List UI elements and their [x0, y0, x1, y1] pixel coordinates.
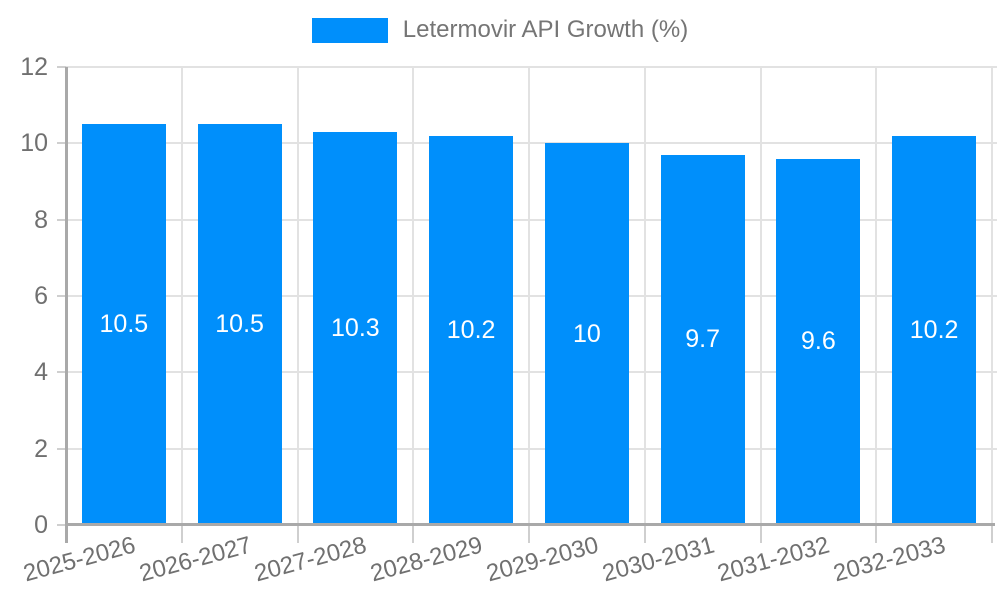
y-axis-tick [57, 524, 66, 526]
x-axis-tick [643, 525, 646, 543]
gridline-vertical [412, 67, 415, 525]
legend-label: Letermovir API Growth (%) [402, 16, 689, 43]
bar-value-label: 10.2 [909, 315, 959, 344]
bar-2028-2029[interactable]: 10.2 [429, 135, 514, 525]
plot-area: 0 2 4 6 8 10 12 10.5 10.5 10.3 10.2 10 9.7 9.6 10.2 202… [20, 53, 997, 587]
gridline-horizontal [66, 218, 997, 221]
bar-value-label: 10.2 [446, 315, 496, 344]
gridline-horizontal [66, 66, 997, 68]
bar-2030-2031[interactable]: 9.7 [660, 154, 745, 525]
y-axis-label: 12 [20, 53, 48, 81]
gridline-vertical [528, 67, 530, 525]
legend-swatch [311, 17, 388, 43]
y-axis-label: 10 [20, 129, 48, 158]
bar-value-label: 10.3 [331, 313, 380, 342]
bar-value-label: 9.7 [685, 325, 720, 354]
y-axis-tick [57, 218, 66, 221]
y-axis-label: 0 [34, 511, 48, 539]
y-axis-tick [57, 371, 66, 374]
gridline-horizontal [66, 371, 997, 374]
bar-value-label: 9.6 [800, 327, 836, 356]
y-axis-tick [57, 295, 66, 297]
y-axis-tick [57, 66, 66, 68]
gridline-vertical [991, 67, 993, 525]
x-axis-tick [296, 525, 299, 543]
gridline-horizontal [66, 295, 997, 297]
bar-2031-2032[interactable]: 9.6 [776, 158, 861, 525]
gridline-horizontal [66, 447, 997, 450]
bar-value-label: 10.5 [99, 310, 149, 339]
x-axis-tick [875, 525, 878, 543]
gridline-vertical [296, 67, 299, 525]
bar-value-label: 10.5 [215, 310, 264, 339]
x-axis-tick [528, 525, 530, 543]
bar-2032-2033[interactable]: 10.2 [892, 135, 977, 525]
y-axis-label: 2 [34, 434, 48, 463]
bar-2025-2026[interactable]: 10.5 [81, 124, 166, 525]
x-axis-tick [412, 525, 415, 543]
y-axis-label: 4 [34, 358, 48, 387]
y-axis-label: 6 [34, 282, 48, 310]
gridline-vertical [759, 67, 762, 525]
bar-2029-2030[interactable]: 10 [544, 143, 629, 525]
legend[interactable]: Letermovir API Growth (%) [0, 16, 1000, 44]
gridline-vertical [875, 67, 878, 525]
x-axis-line [65, 523, 995, 526]
gridline-vertical [180, 67, 183, 525]
x-axis-tick [991, 525, 993, 543]
x-axis-tick [759, 525, 762, 543]
y-axis-line [65, 67, 68, 543]
y-axis-tick [57, 142, 66, 145]
gridline-vertical [643, 67, 646, 525]
gridline-horizontal [66, 142, 997, 145]
x-axis-tick [180, 525, 183, 543]
bar-2026-2027[interactable]: 10.5 [197, 124, 282, 525]
y-axis-label: 8 [34, 205, 48, 234]
bar-2027-2028[interactable]: 10.3 [313, 131, 398, 525]
bar-value-label: 10 [572, 319, 601, 348]
y-axis-tick [57, 447, 66, 450]
